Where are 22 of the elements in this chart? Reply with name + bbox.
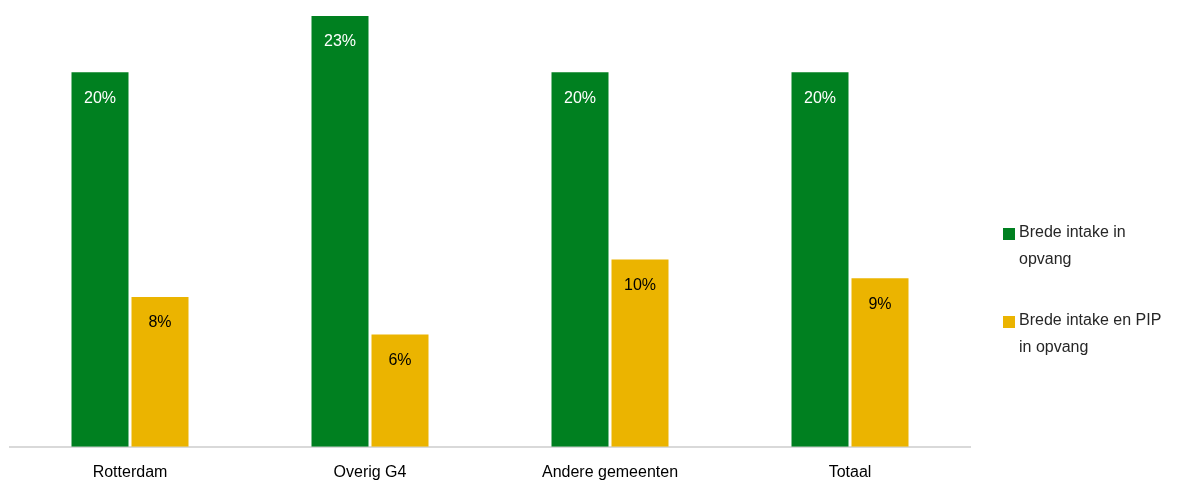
data-label: 20%	[83, 88, 117, 106]
x-tick-label: Rotterdam	[92, 462, 168, 480]
data-label: 23%	[323, 32, 357, 50]
data-label: 9%	[868, 294, 892, 312]
bar	[371, 334, 429, 447]
legend-label: Brede intake in opvang	[1019, 222, 1127, 269]
data-label: 20%	[803, 88, 837, 106]
bar	[71, 72, 129, 447]
bar	[611, 259, 669, 447]
bar	[851, 278, 909, 447]
x-tick-label: Totaal	[828, 462, 872, 480]
bar	[791, 72, 849, 447]
data-label: 20%	[563, 88, 597, 106]
data-label: 10%	[623, 275, 657, 293]
x-tick-label: Andere gemeenten	[541, 462, 679, 480]
x-tick-label: Overig G4	[333, 462, 407, 480]
data-label: 8%	[148, 313, 172, 331]
bar	[311, 16, 369, 447]
data-label: 6%	[388, 350, 412, 368]
bar	[131, 296, 189, 447]
legend-label: Brede intake en PIP in opvang	[1019, 310, 1163, 357]
bar	[551, 72, 609, 447]
